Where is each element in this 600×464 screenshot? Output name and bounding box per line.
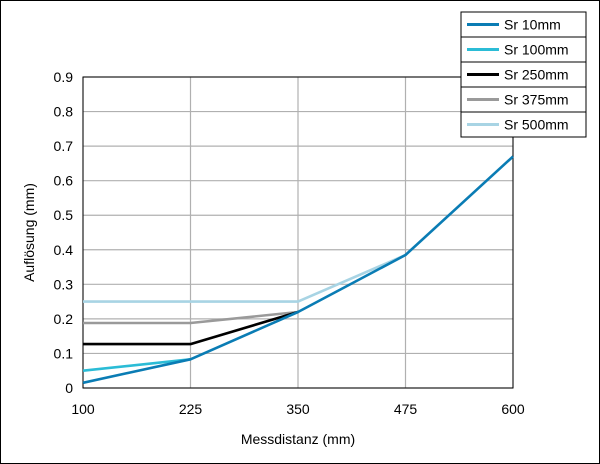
- legend-label: Sr 100mm: [504, 42, 569, 58]
- y-axis-label: Auflösung (mm): [21, 183, 37, 282]
- series-line-0: [82, 155, 514, 385]
- y-tick-label: 0.1: [54, 345, 74, 361]
- series-line-1: [82, 358, 191, 372]
- y-tick-label: 0: [65, 380, 73, 396]
- legend-label: Sr 250mm: [504, 67, 569, 83]
- grid: [82, 76, 514, 389]
- y-tick-label: 0.4: [54, 242, 74, 258]
- x-tick-label: 600: [501, 401, 525, 417]
- legend-label: Sr 10mm: [504, 17, 561, 33]
- y-tick-label: 0.8: [54, 104, 74, 120]
- legend-label: Sr 375mm: [504, 92, 569, 108]
- y-tick-label: 0.5: [54, 207, 74, 223]
- series-layer: [82, 155, 514, 385]
- y-tick-label: 0.3: [54, 276, 74, 292]
- y-tick-label: 0.9: [54, 69, 74, 85]
- y-tick-labels: 0 0.1 0.2 0.3 0.4 0.5 0.6 0.7 0.8 0.9: [54, 69, 74, 396]
- series-line-2: [83, 310, 299, 346]
- x-tick-label: 225: [179, 401, 203, 417]
- x-tick-label: 100: [71, 401, 95, 417]
- series-line-3: [83, 310, 299, 325]
- x-tick-label: 475: [394, 401, 418, 417]
- x-tick-label: 350: [286, 401, 310, 417]
- legend-label: Sr 500mm: [504, 117, 569, 133]
- y-tick-label: 0.7: [54, 138, 74, 154]
- x-axis-label: Messdistanz (mm): [241, 431, 355, 447]
- series-line-4: [83, 253, 407, 303]
- y-tick-label: 0.2: [54, 311, 74, 327]
- y-tick-label: 0.6: [54, 173, 74, 189]
- legend: Sr 10mm Sr 100mm Sr 250mm Sr 375mm Sr 500mm: [460, 11, 587, 138]
- x-tick-labels: 100 225 350 475 600: [71, 401, 525, 417]
- plot-area: [82, 76, 514, 389]
